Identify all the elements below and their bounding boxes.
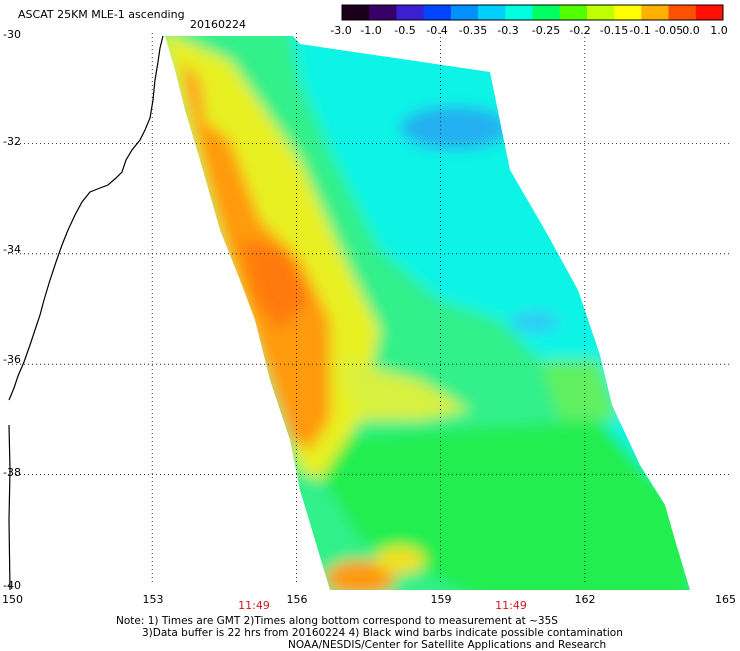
colorbar-cell [369, 5, 397, 20]
colorbar-label: -1.0 [360, 24, 381, 37]
colorbar-label: -0.4 [426, 24, 447, 37]
note-line-1: Note: 1) Times are GMT 2)Times along bot… [116, 615, 558, 627]
colorbar-cells [342, 5, 724, 20]
colorbar-label: -0.15 [600, 24, 628, 37]
lon-label: 159 [431, 593, 452, 606]
colorbar-label: -0.05 [655, 24, 683, 37]
lat-label: -38 [3, 466, 21, 479]
colorbar-label: 0.0 [682, 24, 700, 37]
colorbar-cell [695, 5, 724, 20]
lat-label: -36 [3, 353, 21, 366]
colorbar-cell [396, 5, 425, 20]
colorbar-labels: -3.0 -1.0 -0.5 -0.4 -0.35 -0.3 -0.25 -0.… [330, 24, 727, 37]
colorbar-label: -3.0 [330, 24, 351, 37]
latitude-labels: -30 -32 -34 -36 -38 -40 [3, 28, 21, 592]
colorbar-cell [641, 5, 670, 20]
lon-label: 153 [143, 593, 164, 606]
colorbar-label: -0.1 [629, 24, 650, 37]
longitude-labels: 150 153 156 159 162 165 [2, 593, 736, 606]
lon-label: 165 [715, 593, 736, 606]
colorbar-label: -0.25 [532, 24, 560, 37]
colorbar-label: -0.2 [569, 24, 590, 37]
coastline [8, 35, 164, 401]
map-title: ASCAT 25KM MLE-1 ascending [18, 8, 185, 21]
time-label: 11:49 [495, 599, 527, 612]
colorbar-cell [505, 5, 533, 20]
data-swath [165, 36, 690, 590]
lat-label: -40 [3, 579, 21, 592]
colorbar-cell [586, 5, 615, 20]
colorbar-label: 1.0 [710, 24, 728, 37]
lon-label: 156 [287, 593, 308, 606]
colorbar-cell [668, 5, 697, 20]
lat-label: -32 [3, 135, 21, 148]
gridlines [8, 33, 729, 585]
time-label: 11:49 [238, 599, 270, 612]
map-date: 20160224 [190, 18, 246, 31]
lon-label: 162 [575, 593, 596, 606]
colorbar: -3.0 -1.0 -0.5 -0.4 -0.35 -0.3 -0.25 -0.… [330, 4, 728, 37]
lat-label: -30 [3, 28, 21, 41]
colorbar-cell [532, 5, 561, 20]
lat-label: -34 [3, 243, 21, 256]
colorbar-label: -0.5 [394, 24, 415, 37]
lon-label: 150 [2, 593, 23, 606]
colorbar-label: -0.35 [459, 24, 487, 37]
colorbar-cell [478, 5, 506, 20]
colorbar-cell [614, 5, 642, 20]
note-line-3: NOAA/NESDIS/Center for Satellite Applica… [288, 639, 607, 651]
colorbar-label: -0.3 [497, 24, 518, 37]
colorbar-cell [342, 5, 370, 20]
colorbar-frame [341, 4, 724, 21]
note-line-2: 3)Data buffer is 22 hrs from 20160224 4)… [142, 627, 623, 639]
colorbar-cell [423, 5, 452, 20]
colorbar-cell [450, 5, 479, 20]
coastline-south [8, 424, 11, 591]
colorbar-cell [559, 5, 588, 20]
